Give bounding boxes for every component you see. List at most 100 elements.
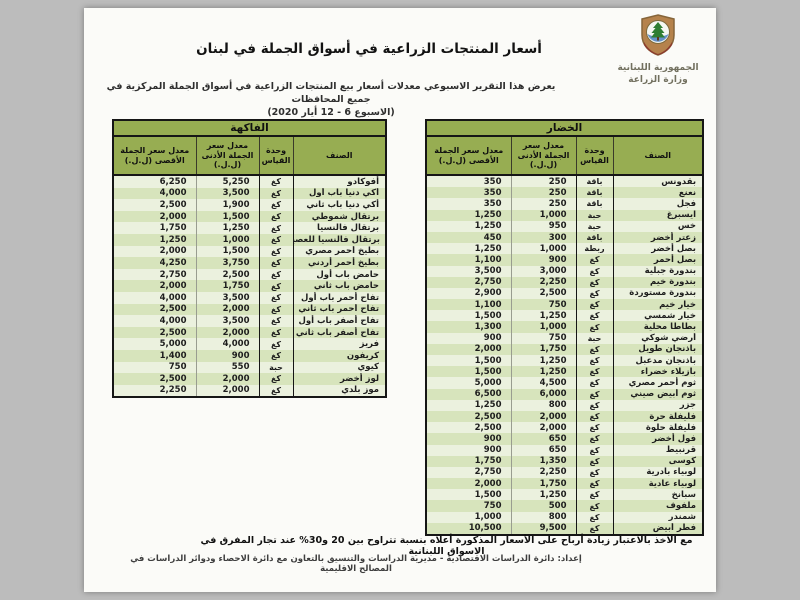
unit-cell: كغ [575, 299, 614, 311]
max-price-cell: 1,100 [426, 254, 512, 266]
min-price-cell: 4,500 [510, 377, 577, 389]
item-name-cell: فول أخضر [613, 433, 704, 445]
max-price-cell: 2,000 [113, 210, 197, 223]
min-price-cell: 900 [510, 254, 577, 266]
min-price-cell: 750 [510, 299, 577, 311]
unit-cell: كغ [575, 310, 614, 322]
item-name-cell: نعنع [613, 187, 704, 199]
unit-cell: كغ [575, 399, 614, 411]
unit-cell: كغ [575, 522, 614, 535]
max-price-cell: 2,000 [113, 245, 197, 258]
table-row: بندورة جبلية كغ 3,000 3,500 [426, 265, 704, 277]
min-price-cell: 1,750 [510, 478, 577, 490]
max-price-cell: 1,000 [426, 511, 512, 523]
min-price-cell: 650 [510, 433, 577, 445]
unit-cell: كغ [575, 355, 614, 367]
item-name-cell: باذنجان طويل [613, 343, 704, 355]
item-name-cell: لوبياء بادرية [613, 466, 704, 479]
max-price-cell: 900 [426, 444, 512, 456]
item-name-cell: ثوم أبيض صيني [613, 388, 704, 400]
table-row: ثوم أحمر مصري كغ 4,500 5,000 [426, 377, 704, 389]
table-row: زعتر أخضر باقة 300 450 [426, 231, 704, 244]
max-price-cell: 2,250 [113, 384, 197, 398]
max-price-cell: 5,000 [426, 377, 512, 389]
report-subtitle: يعرض هذا التقرير الاسبوعي معدلات أسعار ب… [105, 81, 557, 119]
table-row: بطاطا محلية كغ 1,000 1,300 [426, 321, 704, 333]
unit-cell: كغ [258, 349, 294, 362]
table-row: قرنبيط كغ 650 900 [426, 444, 704, 456]
max-price-cell: 1,250 [426, 220, 512, 232]
unit-cell: كغ [575, 388, 614, 400]
item-name-cell: تفاح أصفر باب أول [293, 315, 387, 327]
unit-cell: كغ [575, 444, 614, 456]
table-row: خيار خيم كغ 750 1,100 [426, 299, 704, 311]
table-row: بطيخ أحمر أردني كغ 3,750 4,250 [113, 257, 387, 269]
table-row: سبانخ كغ 1,250 1,500 [426, 489, 704, 501]
table-row: تفاح أحمر باب أول كغ 3,500 4,000 [113, 291, 387, 304]
table-row: كيوي حبة 550 750 [113, 361, 387, 374]
min-price-cell: 2,000 [195, 326, 260, 339]
max-price-cell: 1,500 [426, 310, 512, 322]
table-row: أكي دنيا باب أول كغ 3,500 4,000 [113, 187, 387, 200]
table-row: فريز كغ 4,000 5,000 [113, 338, 387, 350]
unit-cell: حبة [258, 361, 294, 374]
item-name-cell: لوز أخضر [293, 373, 387, 385]
table-row: فول أخضر كغ 650 900 [426, 433, 704, 445]
max-price-cell: 10,500 [426, 522, 512, 535]
min-price-cell: 3,500 [195, 187, 260, 200]
item-name-cell: كيوي [293, 361, 387, 374]
item-name-cell: برتقال فالنسيا [293, 222, 387, 234]
item-name-cell: فليفلة حرة [613, 410, 704, 423]
unit-cell: كغ [258, 187, 294, 200]
item-name-cell: موز بلدي [293, 384, 387, 398]
min-price-cell: 1,250 [510, 489, 577, 501]
min-price-cell: 2,000 [195, 373, 260, 385]
table-row: ثوم أبيض صيني كغ 6,000 6,500 [426, 388, 704, 400]
unit-cell: كغ [575, 377, 614, 389]
min-price-cell: 250 [510, 198, 577, 210]
unit-cell: كغ [575, 265, 614, 277]
table-row: باذنجان طويل كغ 1,750 2,000 [426, 343, 704, 355]
max-price-cell: 1,250 [113, 233, 197, 246]
unit-cell: كغ [575, 466, 614, 479]
item-name-cell: كوسى [613, 455, 704, 467]
table-row: تفاح أصفر باب أول كغ 3,500 4,000 [113, 315, 387, 327]
max-price-cell: 2,750 [113, 268, 197, 281]
max-price-cell: 3,500 [426, 265, 512, 277]
column-header-max-price: معدل سعر الجملة الأقصى (ل.ل.) [425, 136, 512, 176]
min-price-cell: 250 [510, 187, 577, 199]
table-row: بصل أخضر ربطة 1,000 1,250 [426, 243, 704, 255]
max-price-cell: 2,000 [426, 343, 512, 355]
item-name-cell: فطر أبيض [613, 522, 704, 535]
item-name-cell: بطيخ أحمر مصري [293, 245, 387, 258]
item-name-cell: زعتر أخضر [613, 231, 704, 244]
table-row: بطيخ أحمر مصري كغ 1,500 2,000 [113, 245, 387, 258]
max-price-cell: 6,500 [426, 388, 512, 400]
min-price-cell: 1,000 [510, 243, 577, 255]
table-row: باذنجان مدعبل كغ 1,250 1,500 [426, 355, 704, 367]
max-price-cell: 1,100 [426, 299, 512, 311]
table-row: خس حبة 950 1,250 [426, 220, 704, 232]
table-row: بندورة مستوردة كغ 2,500 2,900 [426, 287, 704, 300]
max-price-cell: 2,500 [426, 422, 512, 434]
max-price-cell: 1,250 [426, 243, 512, 255]
item-name-cell: برتقال شموطي [293, 210, 387, 223]
item-name-cell: بصل أحمر [613, 254, 704, 266]
item-name-cell: كريفون [293, 349, 387, 362]
unit-cell: كغ [575, 366, 614, 378]
column-header-unit: وحدة القياس [575, 136, 614, 176]
min-price-cell: 1,500 [195, 245, 260, 258]
min-price-cell: 1,250 [195, 222, 260, 234]
column-header-item: الصنف [292, 136, 387, 176]
max-price-cell: 1,750 [113, 222, 197, 234]
table-row: لوز أخضر كغ 2,000 2,500 [113, 373, 387, 385]
unit-cell: كغ [258, 384, 294, 398]
min-price-cell: 2,000 [195, 303, 260, 316]
min-price-cell: 1,250 [510, 355, 577, 367]
table-row: تفاح أصفر باب ثاني كغ 2,000 2,500 [113, 326, 387, 339]
max-price-cell: 2,750 [426, 466, 512, 479]
min-price-cell: 3,000 [510, 265, 577, 277]
max-price-cell: 2,500 [426, 410, 512, 423]
min-price-cell: 300 [510, 231, 577, 244]
unit-cell: حبة [575, 209, 614, 221]
